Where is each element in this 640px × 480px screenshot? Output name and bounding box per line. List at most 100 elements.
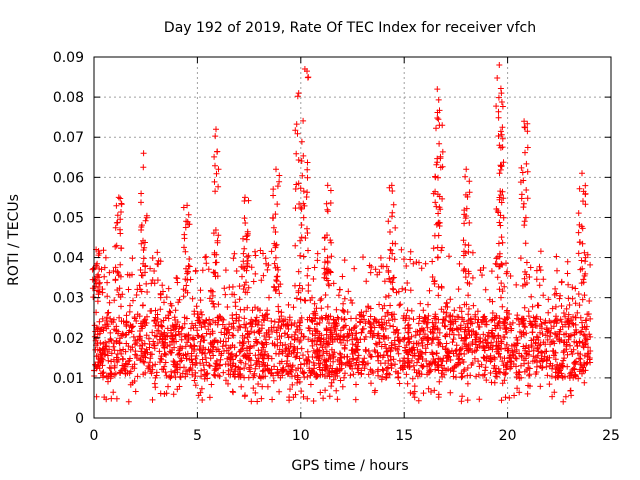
data-point	[93, 393, 100, 400]
data-point	[300, 352, 306, 359]
data-point	[405, 351, 412, 358]
data-point	[165, 285, 172, 292]
data-point	[516, 321, 523, 328]
data-point	[144, 313, 150, 320]
data-point	[131, 315, 138, 322]
data-point	[322, 387, 329, 394]
data-point	[143, 320, 150, 326]
data-point	[472, 313, 479, 320]
data-point	[199, 333, 206, 339]
data-point	[261, 363, 268, 370]
data-point	[276, 388, 283, 395]
data-point	[547, 360, 554, 367]
data-point	[358, 329, 365, 336]
data-point	[304, 395, 311, 402]
data-point	[341, 316, 348, 322]
data-point	[116, 347, 123, 354]
data-point	[536, 263, 543, 270]
data-point	[300, 117, 307, 124]
data-point	[395, 350, 402, 357]
data-point	[435, 355, 442, 362]
data-point	[286, 394, 293, 401]
data-point	[265, 353, 272, 360]
data-point	[475, 316, 482, 323]
data-point	[390, 356, 397, 363]
data-point	[399, 285, 406, 292]
data-point	[94, 340, 101, 347]
data-point	[89, 266, 96, 273]
data-point	[94, 298, 101, 305]
data-point	[206, 362, 213, 369]
data-point	[248, 264, 255, 271]
data-point	[324, 258, 331, 265]
data-point	[456, 260, 463, 267]
data-point	[518, 362, 524, 369]
data-point	[516, 369, 523, 376]
data-point	[579, 324, 586, 331]
data-point	[306, 367, 313, 374]
data-point	[273, 277, 280, 283]
data-point	[351, 324, 358, 331]
data-point	[291, 331, 298, 338]
data-point	[447, 317, 454, 324]
data-point	[182, 373, 189, 380]
data-point	[276, 346, 283, 353]
data-point	[139, 342, 146, 348]
data-point	[327, 313, 334, 320]
data-point	[209, 288, 216, 295]
data-point	[463, 301, 470, 308]
data-point	[118, 245, 125, 252]
data-point	[243, 279, 249, 286]
data-point	[321, 271, 328, 277]
data-point	[360, 358, 367, 365]
data-point	[252, 248, 258, 255]
data-point	[494, 274, 501, 281]
data-point	[301, 66, 308, 72]
data-point	[494, 323, 501, 329]
data-point	[433, 350, 440, 357]
data-point	[260, 316, 267, 323]
data-point	[482, 286, 489, 293]
data-point	[247, 357, 254, 364]
data-point	[575, 291, 582, 297]
tick-labels: 0 0.01 0.02 0.03 0.04 0.05 0.06 0.07 0.08 0.09 0 5 1…	[53, 50, 620, 444]
data-point	[549, 305, 556, 312]
data-point	[304, 373, 311, 380]
data-point	[570, 313, 576, 320]
data-point	[122, 367, 129, 374]
data-point	[142, 269, 148, 276]
data-point	[166, 308, 173, 315]
data-point	[108, 337, 115, 344]
data-point	[389, 188, 396, 194]
data-point	[333, 331, 340, 338]
data-point	[577, 314, 584, 321]
data-point	[335, 292, 342, 299]
data-point	[224, 304, 231, 310]
data-point	[577, 366, 584, 373]
data-point	[367, 269, 374, 276]
data-point	[553, 290, 560, 297]
data-point	[538, 349, 545, 356]
data-point	[362, 320, 369, 327]
data-point	[252, 365, 259, 372]
data-point	[296, 355, 303, 362]
data-point	[523, 160, 530, 167]
data-point	[373, 318, 380, 325]
data-point	[132, 337, 139, 344]
data-point	[498, 397, 505, 404]
data-point	[552, 369, 559, 376]
data-point	[522, 214, 529, 221]
data-point	[576, 302, 583, 309]
data-point	[340, 300, 347, 307]
data-point	[339, 273, 346, 280]
data-point	[374, 349, 381, 356]
data-point	[579, 225, 586, 232]
data-point	[191, 308, 198, 315]
data-point	[180, 293, 187, 300]
data-point	[118, 350, 125, 357]
data-point	[464, 372, 471, 379]
data-point	[434, 362, 441, 369]
data-point	[349, 332, 356, 339]
data-point	[323, 200, 330, 207]
